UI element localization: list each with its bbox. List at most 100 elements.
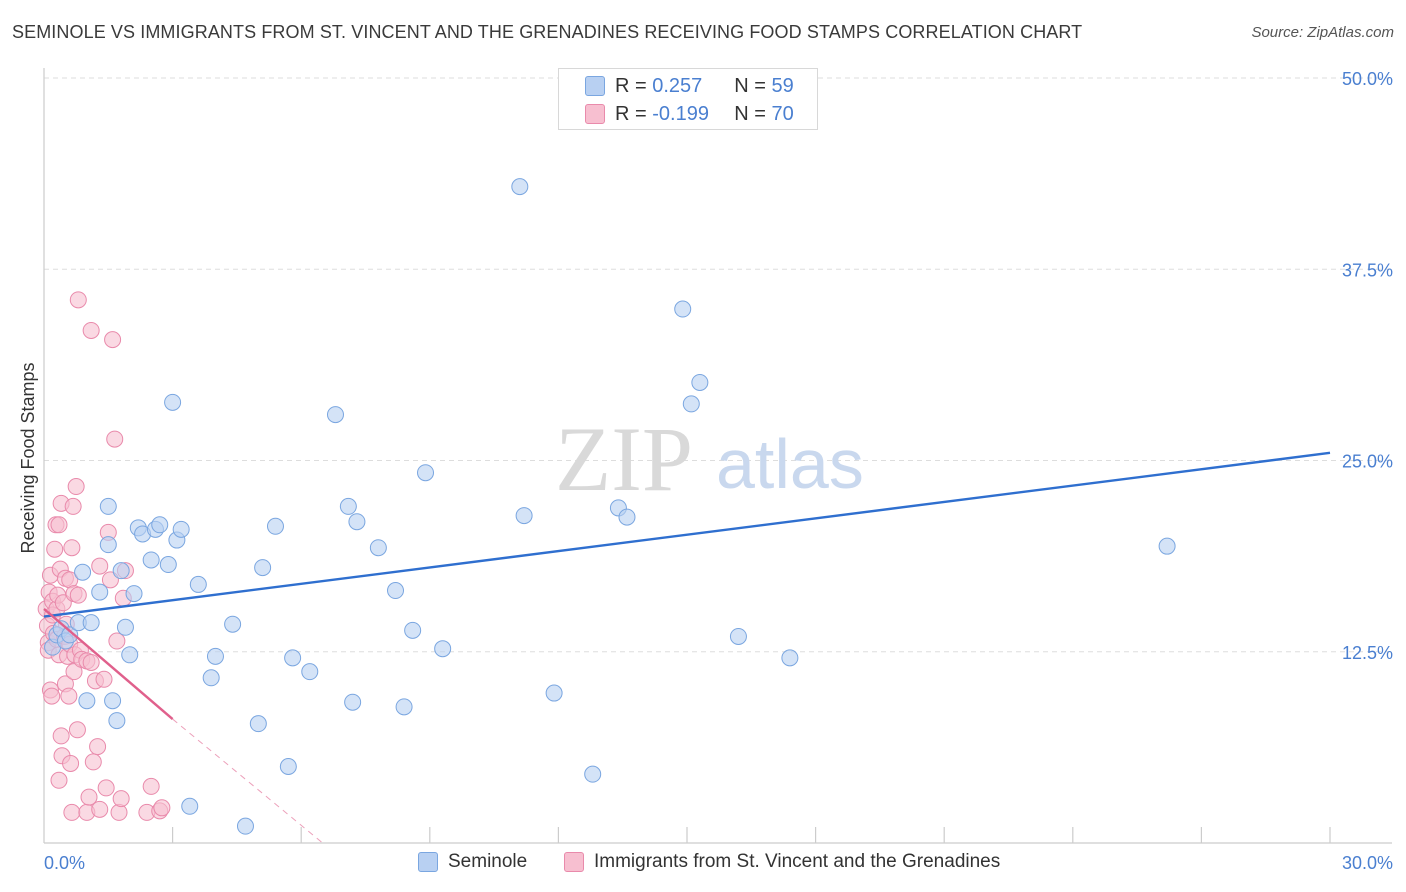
seminole-point — [159, 556, 177, 574]
seminole-point — [682, 395, 700, 413]
seminole-point — [729, 627, 747, 645]
immigrants-point — [82, 653, 100, 671]
seminole-point — [395, 698, 413, 716]
seminole-point — [104, 692, 122, 710]
seminole-point — [284, 649, 302, 667]
immigrants-point — [112, 790, 130, 808]
seminole-point — [181, 797, 199, 815]
y-tick-label: 25.0% — [1342, 452, 1393, 472]
seminole-point — [172, 520, 190, 538]
bottom-legend-immigrants[interactable]: Immigrants from St. Vincent and the Gren… — [564, 851, 1000, 873]
seminole-point — [151, 516, 169, 534]
bottom-legend-swatch-immigrants — [564, 852, 584, 872]
immigrants-point — [95, 670, 113, 688]
seminole-point — [369, 539, 387, 557]
seminole-point — [74, 563, 92, 581]
immigrants-point — [50, 771, 68, 789]
seminole-point — [108, 712, 126, 730]
y-tick-label: 50.0% — [1342, 69, 1393, 89]
immigrants-point — [142, 777, 160, 795]
legend-n-label: N = — [734, 74, 772, 97]
seminole-point — [279, 758, 297, 775]
watermark: ZIP atlas — [555, 408, 864, 510]
immigrants-point — [67, 478, 85, 496]
seminole-point — [618, 508, 636, 526]
seminole-point — [674, 300, 692, 318]
legend-n-value: 59 — [771, 74, 794, 97]
seminole-point — [189, 575, 207, 593]
legend-row-immigrants: R = -0.199 N = 70 — [559, 100, 794, 128]
seminole-point — [434, 640, 452, 658]
bottom-legend-seminole[interactable]: Seminole — [418, 851, 527, 873]
bottom-legend-swatch-seminole — [418, 852, 438, 872]
seminole-point — [584, 765, 602, 783]
seminole-point — [326, 406, 344, 424]
immigrants-point — [106, 430, 124, 448]
seminole-point — [121, 646, 139, 664]
seminole-point — [511, 178, 529, 196]
seminole-point — [545, 684, 563, 702]
seminole-point — [266, 517, 284, 535]
bottom-legend-label-immigrants: Immigrants from St. Vincent and the Gren… — [594, 851, 1001, 872]
legend-n-label: N = — [734, 102, 772, 125]
legend-swatch-immigrants — [585, 104, 605, 124]
immigrants-point — [91, 800, 109, 818]
seminole-point — [236, 817, 254, 835]
legend-r-value: -0.199 — [652, 102, 709, 125]
seminole-point — [691, 373, 709, 391]
immigrants-point — [80, 788, 98, 806]
seminole-point — [164, 393, 182, 411]
seminole-point — [206, 647, 224, 665]
immigrants-point — [82, 321, 100, 339]
seminole-point — [301, 663, 319, 681]
immigrants-point — [63, 803, 81, 821]
seminole-point — [61, 626, 79, 644]
seminole-point — [781, 649, 799, 667]
seminole-point — [125, 585, 143, 603]
seminole-point — [116, 618, 134, 636]
legend-row-seminole: R = 0.257 N = 59 — [559, 72, 794, 100]
seminole-point — [142, 551, 160, 569]
seminole-point — [348, 513, 366, 531]
legend-r-label: R = — [615, 74, 653, 97]
gridlines — [44, 77, 1392, 653]
tick-labels: 12.5% 25.0% 37.5% 50.0% 0.0% 30.0% — [44, 69, 1393, 873]
watermark-atlas: atlas — [716, 425, 864, 503]
axes — [43, 68, 1392, 844]
seminole-point — [515, 507, 533, 525]
seminole-point — [339, 497, 357, 515]
immigrants-point — [62, 754, 80, 772]
seminole-point — [254, 559, 272, 577]
legend-r-label: R = — [615, 102, 653, 125]
seminole-point — [344, 693, 362, 711]
immigrants-point — [69, 586, 87, 604]
y-axis-label: Receiving Food Stamps — [18, 362, 38, 553]
immigrants-point — [68, 721, 86, 739]
x-tick-label: 0.0% — [44, 853, 85, 873]
seminole-point — [82, 614, 100, 632]
immigrants-point — [108, 632, 126, 650]
immigrants-point — [69, 291, 87, 309]
legend-swatch-seminole — [585, 76, 605, 96]
immigrants-point — [43, 687, 61, 705]
series-seminole-points — [44, 178, 1176, 835]
seminole-trend-line — [43, 451, 1331, 618]
immigrants-point — [97, 779, 115, 797]
legend-n-value: 70 — [771, 102, 794, 125]
immigrants-point — [46, 540, 64, 558]
immigrants-point — [153, 799, 171, 817]
immigrants-point — [64, 497, 82, 515]
y-tick-label: 37.5% — [1342, 260, 1393, 280]
immigrants-point — [50, 516, 68, 534]
immigrants-point — [52, 727, 70, 745]
seminole-point — [1158, 537, 1176, 555]
seminole-point — [91, 583, 109, 601]
source-label: Source: ZipAtlas.com — [1251, 24, 1394, 41]
x-tick-label: 30.0% — [1342, 853, 1393, 873]
chart-title: SEMINOLE VS IMMIGRANTS FROM ST. VINCENT … — [12, 22, 1083, 42]
seminole-point — [249, 715, 267, 733]
seminole-point — [202, 669, 220, 687]
immigrants-point — [63, 539, 81, 557]
seminole-point — [417, 464, 435, 482]
seminole-point — [112, 562, 130, 580]
